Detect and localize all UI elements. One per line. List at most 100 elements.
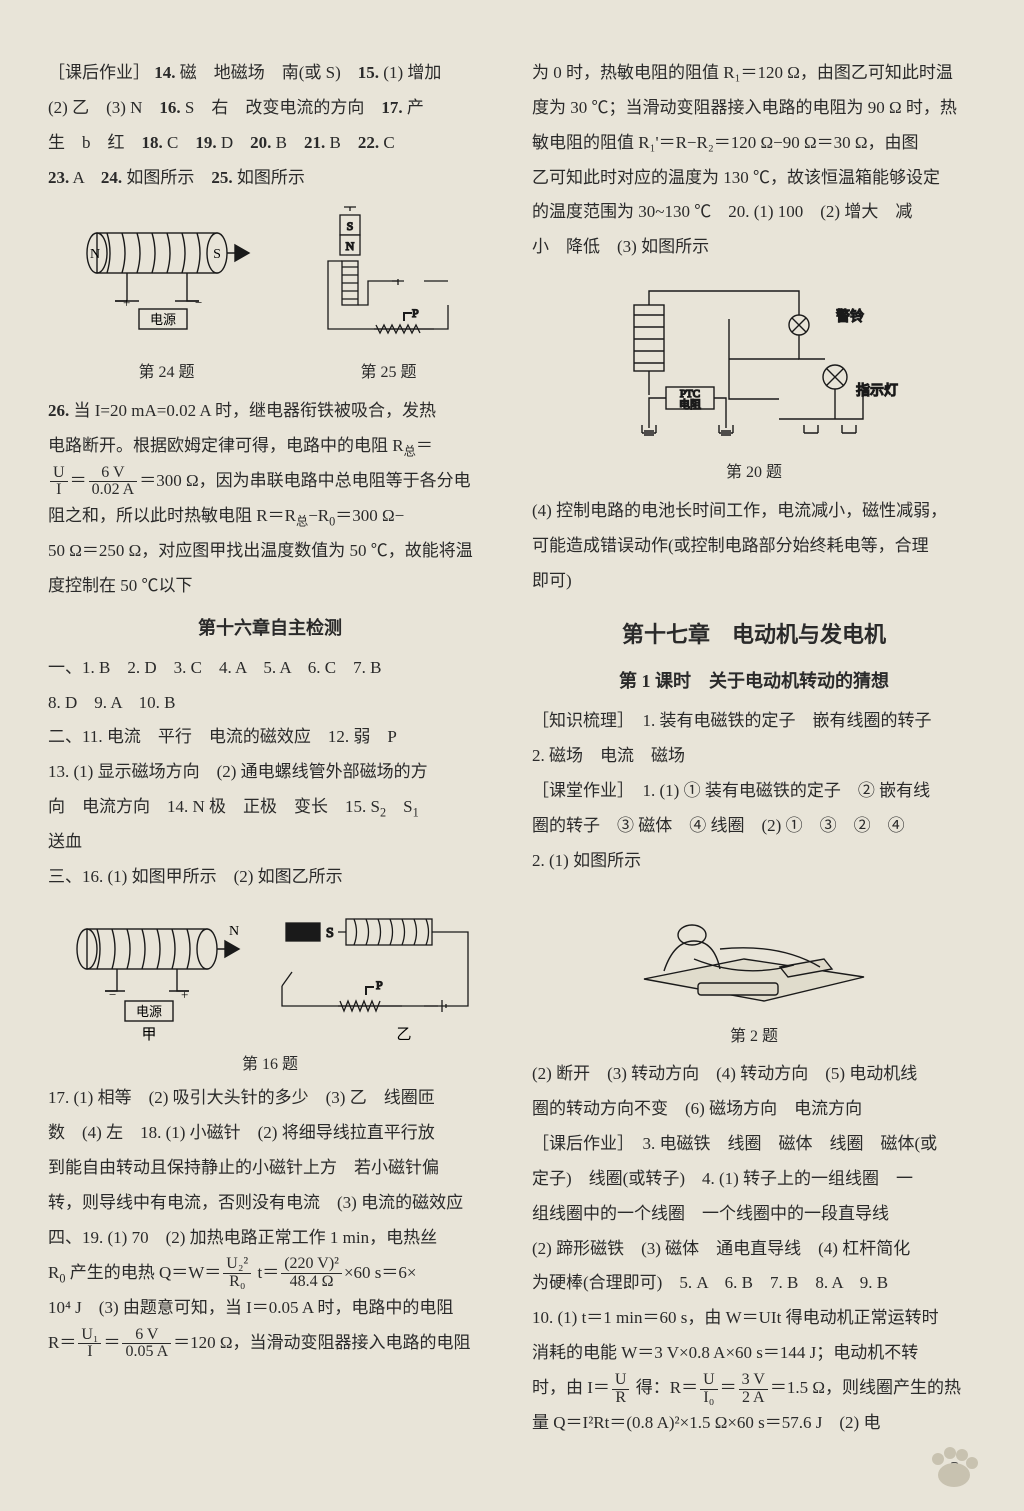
figure-row-20: PTC 电阻 警铃 指示灯 [532, 275, 976, 490]
figure-row-24-25: N S 电源 + − 第 24 题 S N [48, 205, 492, 390]
right-column: 为 0 时，热敏电阻的阻值 R₁＝120 Ω，由图乙可知此时温 度为 30 ℃；… [526, 56, 976, 1471]
figure-row-16: N 电源 − + 甲 S [48, 905, 492, 1045]
para: 度为 30 ℃；当滑动变阻器接入电路的电阻为 90 Ω 时，热 [532, 91, 976, 126]
para: 10⁴ J (3) 由题意可知，当 I＝0.05 A 时，电路中的电阻 [48, 1291, 492, 1326]
two-column-layout: ［课后作业］ 14. 磁 地磁场 南(或 S) 15. (1) 增加 (2) 乙… [48, 56, 976, 1471]
text: 阻之和，所以此时热敏电阻 R＝R [48, 506, 296, 525]
para: 二、11. 电流 平行 电流的磁效应 12. 弱 P [48, 720, 492, 755]
para: 50 Ω＝250 Ω，对应图甲找出温度数值为 50 ℃，故能将温 [48, 534, 492, 569]
figure-24: N S 电源 + − 第 24 题 [67, 205, 267, 390]
label-minus: − [109, 987, 116, 1002]
numer: (220 V)² [281, 1256, 342, 1274]
text: (1) 增加 [379, 63, 441, 82]
label-S: S [213, 247, 221, 262]
qnum: 24. [101, 168, 122, 187]
para: ［课堂作业］ 1. (1) ① 装有电磁铁的定子 ② 嵌有线 [532, 774, 976, 809]
label-minus: − [195, 295, 202, 310]
text: R [48, 1263, 59, 1282]
label-N: N [89, 247, 99, 262]
text: ［课后作业］ [48, 63, 154, 82]
text: D [217, 133, 251, 152]
caption: 第 24 题 [138, 357, 194, 390]
para: 23. A 24. 如图所示 25. 如图所示 [48, 161, 492, 196]
figure-16-jia: N 电源 − + 甲 [57, 905, 257, 1045]
para: 向 电流方向 14. N 极 正极 变长 15. S2 S1 [48, 790, 492, 825]
text: B [271, 133, 304, 152]
text: R＝ [48, 1333, 76, 1352]
para: 为 0 时，热敏电阻的阻值 R₁＝120 Ω，由图乙可知此时温 [532, 56, 976, 91]
para: (4) 控制电路的电池长时间工作，电流减小，磁性减弱， [532, 494, 976, 529]
para: 送血 [48, 825, 492, 860]
para: 圈的转动方向不变 (6) 磁场方向 电流方向 [532, 1092, 976, 1127]
para: UI＝6 V0.02 A＝300 Ω，因为串联电路中总电阻等于各分电 [48, 464, 492, 499]
numer: U [612, 1372, 630, 1390]
qnum: 23. [48, 168, 69, 187]
qnum: 25. [211, 168, 232, 187]
numer: U [50, 465, 68, 483]
sub: 1 [413, 805, 419, 819]
figure-25: S N P 第 25 题 [304, 205, 474, 390]
para: ［知识梳理］ 1. 装有电磁铁的定子 嵌有线圈的转子 [532, 704, 976, 739]
qnum: 15. [358, 63, 379, 82]
para: 13. (1) 显示磁场方向 (2) 通电螺线管外部磁场的方 [48, 755, 492, 790]
figure-16-yi: S P 乙 [274, 905, 484, 1045]
qnum: 26. [48, 401, 69, 420]
svg-text:S: S [346, 219, 353, 233]
label-jia: 甲 [141, 1027, 156, 1043]
para: 10. (1) t＝1 min＝60 s，由 W＝UIt 得电动机正常运转时 [532, 1301, 976, 1336]
sub: 总 [404, 444, 416, 458]
label-plus: + [181, 987, 188, 1002]
para: 时，由 I＝UR 得：R＝UI₀＝3 V2 A＝1.5 Ω，则线圈产生的热 [532, 1371, 976, 1406]
caption: 第 20 题 [726, 457, 782, 490]
numer: U [700, 1372, 718, 1390]
para: 一、1. B 2. D 3. C 4. A 5. A 6. C 7. B [48, 651, 492, 686]
numer: U₁ [78, 1327, 101, 1345]
text: 当 I=20 mA=0.02 A 时，继电器衔铁被吸合，发热 [69, 401, 436, 420]
para: 2. (1) 如图所示 [532, 844, 976, 879]
label-plus: + [123, 295, 130, 310]
text: ＝ [103, 1333, 120, 1352]
fraction: UR [612, 1372, 630, 1407]
text: ＝300 Ω，因为串联电路中总电阻等于各分电 [139, 471, 470, 490]
motor-experiment-icon [624, 889, 884, 1019]
numer: 3 V [739, 1372, 768, 1390]
fraction: UI₀ [700, 1372, 718, 1407]
qnum: 17. [381, 98, 402, 117]
para: 即可) [532, 564, 976, 599]
para: 消耗的电能 W＝3 V×0.8 A×60 s＝144 J；电动机不转 [532, 1336, 976, 1371]
numer: U₂² [223, 1256, 251, 1274]
caption: 第 2 题 [730, 1021, 778, 1054]
text: 磁 地磁场 南(或 S) [176, 63, 358, 82]
caption: 第 16 题 [48, 1049, 492, 1082]
para: 组线圈中的一个线圈 一个线圈中的一段直导线 [532, 1197, 976, 1232]
denom: 0.05 A [122, 1344, 171, 1361]
caption: 第 25 题 [360, 357, 416, 390]
para: 乙可知此时对应的温度为 130 ℃，故该恒温箱能够设定 [532, 161, 976, 196]
denom: R₀ [223, 1274, 251, 1291]
qnum: 20. [250, 133, 271, 152]
para: 生 b 红 18. C 19. D 20. B 21. B 22. C [48, 126, 492, 161]
fraction: U₂²R₀ [223, 1256, 251, 1291]
heading-self-test: 第十六章自主检测 [48, 610, 492, 647]
solenoid-diagram-icon: N S 电源 + − [67, 205, 267, 355]
thermostat-circuit-icon: PTC 电阻 警铃 指示灯 [604, 275, 904, 455]
text: 产 [403, 98, 424, 117]
text: 向 电流方向 14. N 极 正极 变长 15. S [48, 797, 380, 816]
para: R＝U₁I＝6 V0.05 A＝120 Ω，当滑动变阻器接入电路的电阻 [48, 1326, 492, 1361]
para: 26. 当 I=20 mA=0.02 A 时，继电器衔铁被吸合，发热 [48, 394, 492, 429]
denom: 48.4 Ω [281, 1274, 342, 1291]
para: 电路断开。根据欧姆定律可得，电路中的电阻 R总＝ [48, 429, 492, 464]
denom: I [78, 1344, 101, 1361]
text: (2) 乙 (3) N [48, 98, 159, 117]
text: ＝120 Ω，当滑动变阻器接入电路的电阻 [173, 1333, 470, 1352]
heading-ch17-lesson1: 第 1 课时 关于电动机转动的猜想 [532, 663, 976, 700]
relay-diagram-icon: S N P [304, 205, 474, 355]
label-N: N [229, 924, 239, 939]
para: (2) 断开 (3) 转动方向 (4) 转动方向 (5) 电动机线 [532, 1057, 976, 1092]
left-column: ［课后作业］ 14. 磁 地磁场 南(或 S) 15. (1) 增加 (2) 乙… [48, 56, 498, 1471]
para: 阻之和，所以此时热敏电阻 R＝R总−R0＝300 Ω− [48, 499, 492, 534]
para: 小 降低 (3) 如图所示 [532, 230, 976, 265]
numer: 6 V [122, 1327, 171, 1345]
para: 为硬棒(合理即可) 5. A 6. B 7. B 8. A 9. B [532, 1266, 976, 1301]
text: C [379, 133, 395, 152]
